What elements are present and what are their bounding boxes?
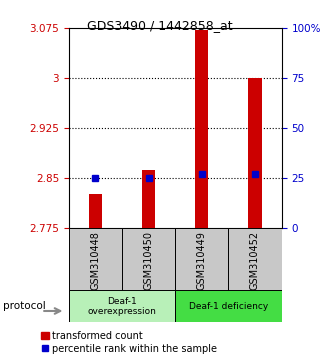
Bar (195, 30, 208, 228)
Text: GDS3490 / 1442858_at: GDS3490 / 1442858_at (87, 19, 233, 33)
Text: GSM310452: GSM310452 (250, 230, 260, 290)
Bar (175, 290, 282, 322)
Text: GSM310449: GSM310449 (197, 231, 207, 290)
Bar (122, 228, 175, 292)
Bar (248, 78, 262, 228)
Bar (142, 170, 155, 228)
Legend: transformed count, percentile rank within the sample: transformed count, percentile rank withi… (37, 327, 221, 354)
Bar (69, 228, 122, 292)
Bar (175, 228, 228, 292)
Text: protocol: protocol (3, 301, 46, 311)
Bar (89, 194, 102, 228)
Text: GSM310448: GSM310448 (91, 231, 100, 290)
Bar (228, 228, 282, 292)
Text: Deaf-1 deficiency: Deaf-1 deficiency (189, 302, 268, 311)
Text: GSM310450: GSM310450 (144, 231, 154, 290)
Bar (69, 290, 175, 322)
Text: Deaf-1
overexpression: Deaf-1 overexpression (88, 297, 156, 316)
